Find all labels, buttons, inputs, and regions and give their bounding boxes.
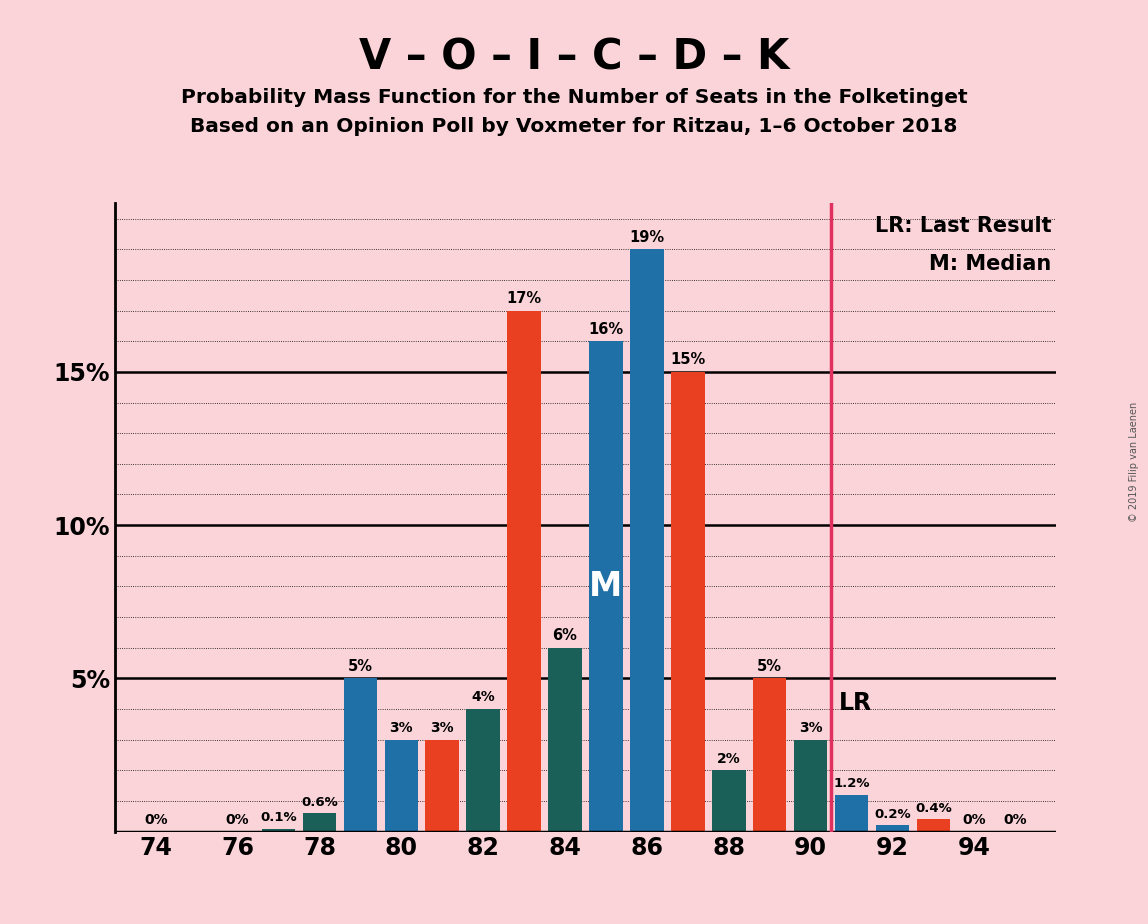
Bar xyxy=(793,739,828,832)
Text: 0.6%: 0.6% xyxy=(301,796,338,808)
Text: Probability Mass Function for the Number of Seats in the Folketinget: Probability Mass Function for the Number… xyxy=(180,88,968,107)
Bar xyxy=(426,739,459,832)
Bar xyxy=(466,709,499,832)
Text: 0%: 0% xyxy=(226,813,249,827)
Text: 0%: 0% xyxy=(144,813,168,827)
Bar xyxy=(343,678,378,832)
Text: 5%: 5% xyxy=(348,659,373,674)
Text: 19%: 19% xyxy=(629,230,665,245)
Text: Based on an Opinion Poll by Voxmeter for Ritzau, 1–6 October 2018: Based on an Opinion Poll by Voxmeter for… xyxy=(191,117,957,137)
Text: 17%: 17% xyxy=(506,291,542,306)
Bar xyxy=(835,795,868,832)
Text: 3%: 3% xyxy=(799,721,822,736)
Text: 0%: 0% xyxy=(1003,813,1027,827)
Bar xyxy=(753,678,786,832)
Text: 15%: 15% xyxy=(670,352,705,367)
Bar xyxy=(589,341,622,832)
Bar xyxy=(876,825,909,832)
Text: M: M xyxy=(589,570,622,602)
Text: 2%: 2% xyxy=(716,752,740,766)
Bar xyxy=(303,813,336,832)
Bar xyxy=(916,820,951,832)
Text: 4%: 4% xyxy=(472,690,495,704)
Text: 3%: 3% xyxy=(430,721,455,736)
Text: 6%: 6% xyxy=(552,628,577,643)
Text: 1.2%: 1.2% xyxy=(833,777,870,790)
Text: LR: LR xyxy=(839,691,872,715)
Text: 0%: 0% xyxy=(962,813,986,827)
Bar xyxy=(630,249,664,832)
Text: 0.1%: 0.1% xyxy=(261,811,297,824)
Text: LR: Last Result: LR: Last Result xyxy=(875,216,1052,236)
Text: 3%: 3% xyxy=(389,721,413,736)
Text: V – O – I – C – D – K: V – O – I – C – D – K xyxy=(359,37,789,79)
Text: 0.4%: 0.4% xyxy=(915,802,952,815)
Text: 0.2%: 0.2% xyxy=(874,808,910,821)
Bar xyxy=(262,829,295,832)
Bar xyxy=(549,648,582,832)
Text: 16%: 16% xyxy=(589,322,623,336)
Bar xyxy=(507,310,541,832)
Text: © 2019 Filip van Laenen: © 2019 Filip van Laenen xyxy=(1128,402,1139,522)
Bar xyxy=(385,739,418,832)
Text: 5%: 5% xyxy=(758,659,782,674)
Bar xyxy=(712,771,745,832)
Text: M: Median: M: Median xyxy=(929,253,1052,274)
Bar xyxy=(672,371,705,832)
